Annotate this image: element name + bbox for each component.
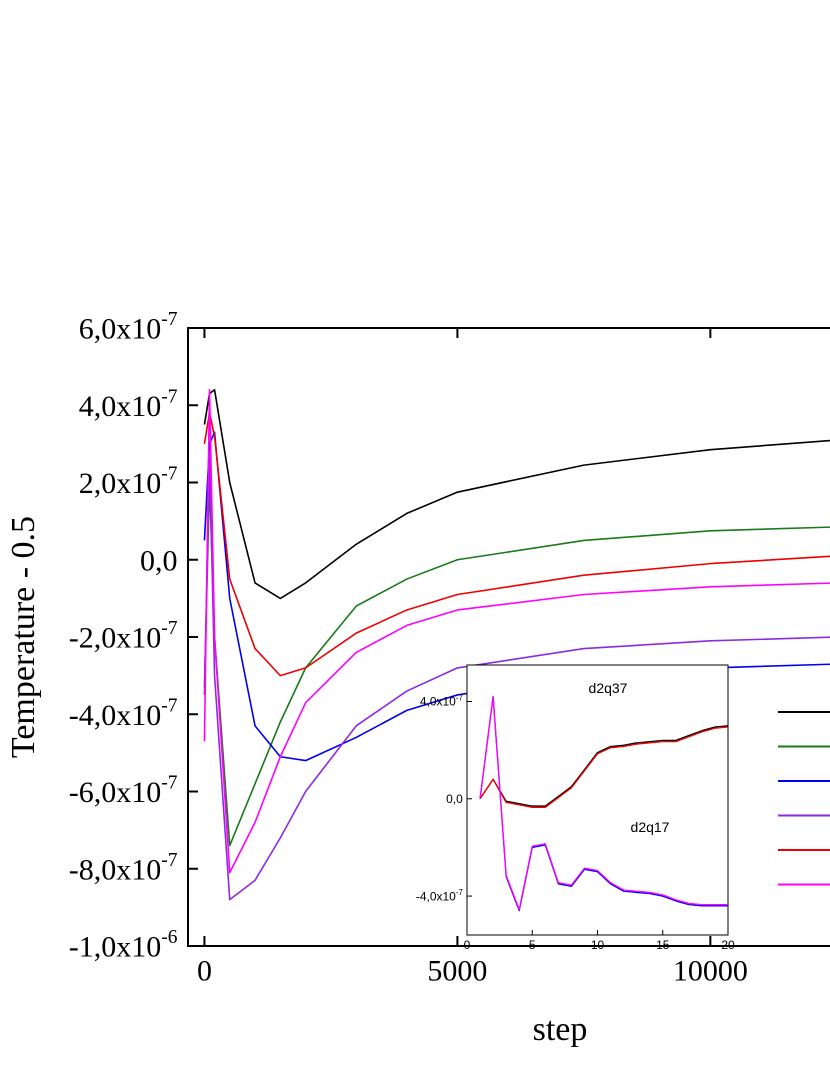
annotation: d2q17 [631, 819, 670, 835]
y-tick-label: 2,0x10-7 [79, 464, 178, 501]
series-line [479, 725, 728, 807]
y-tick-label: 0,0 [140, 544, 178, 577]
y-tick-label: -8,0x10-7 [69, 850, 178, 887]
y-tick-label: -2,0x10-7 [69, 618, 178, 655]
plot-lines [479, 695, 728, 912]
x-tick-label: 10000 [673, 955, 748, 988]
y-tick-label: -4,0x10-7 [416, 888, 463, 903]
y-axis-label: Temperature - 0.5 [5, 516, 42, 758]
x-axis-label: step [533, 1011, 588, 1048]
y-tick-label: -6,0x10-7 [69, 773, 178, 810]
x-tick-label: 15 [656, 938, 670, 952]
x-tick-label: 5 [529, 938, 536, 952]
series-line [203, 389, 830, 600]
x-tick-label: 0 [197, 955, 212, 988]
series-line [479, 695, 728, 911]
y-tick-label: -1,0x10-6 [69, 927, 178, 964]
x-tick-label: 5000 [427, 955, 487, 988]
series-line [479, 726, 728, 808]
y-tick-label: 6,0x10-7 [79, 309, 178, 346]
x-tick-label: 0 [464, 938, 471, 952]
y-tick-label: 4,0x10-7 [79, 386, 178, 423]
series-line [203, 389, 830, 874]
x-tick-label: 10 [591, 938, 605, 952]
y-tick-label: -4,0x10-7 [69, 695, 178, 732]
series-line [203, 450, 830, 901]
series-line [203, 412, 830, 677]
y-tick-label: 4,0x10-7 [420, 693, 463, 708]
y-tick-label: 0,0 [446, 792, 463, 806]
x-tick-label: 20 [721, 938, 735, 952]
plot-lines [203, 389, 830, 901]
annotation: d2q37 [589, 680, 628, 696]
plot-frame [466, 664, 729, 936]
